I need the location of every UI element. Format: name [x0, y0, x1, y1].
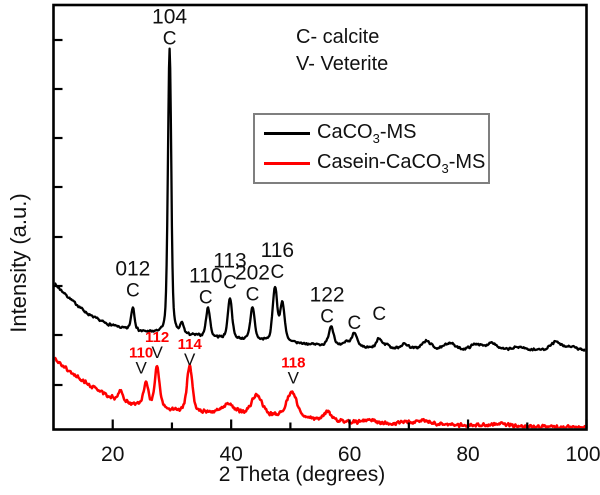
peak-symbol-114: V: [184, 350, 196, 369]
peak-index-114: 114: [178, 336, 203, 353]
peak-symbol-122: C: [320, 306, 334, 327]
x-tick-label: 20: [101, 443, 124, 466]
x-tick-label: 80: [456, 443, 479, 466]
peak-symbol-c8: C: [372, 304, 386, 325]
phase-key-vaterite: V- Veterite: [296, 53, 389, 75]
peak-symbol-116: C: [270, 262, 284, 283]
legend-label-subscript: 3: [441, 161, 449, 177]
peak-symbol-110: C: [199, 287, 213, 308]
series-curve-1: [54, 356, 586, 429]
legend-line-black: [264, 131, 310, 135]
legend-line-red: [264, 162, 310, 166]
legend-label-casein-caco3-ms: Casein-CaCO3-MS: [317, 151, 485, 176]
peak-symbol-202: C: [246, 284, 260, 305]
x-axis-title: 2 Theta (degrees): [218, 463, 386, 486]
legend-label-text: -MS: [448, 151, 486, 174]
x-tick-label: 100: [565, 443, 600, 466]
legend-item-casein-caco3-ms: Casein-CaCO3-MS: [264, 151, 488, 176]
peak-symbol-104: C: [163, 29, 177, 50]
phase-key-calcite: C- calcite: [296, 26, 380, 48]
peak-symbol-012: C: [126, 280, 140, 301]
peak-index-122: 122: [310, 283, 345, 306]
legend-label-text: Casein-CaCO: [317, 151, 442, 174]
legend-label-text: CaCO: [317, 120, 373, 143]
peak-symbol-110: V: [135, 359, 147, 378]
legend-label-text: -MS: [379, 120, 417, 143]
legend-label-subscript: 3: [372, 130, 380, 146]
peak-index-112: 112: [145, 329, 169, 346]
x-tick-label: 60: [338, 443, 361, 466]
x-tick-label: 40: [219, 443, 242, 466]
peak-symbol-112: V: [151, 343, 163, 362]
peak-index-104: 104: [152, 6, 187, 29]
y-axis-title: Intensity (a.u.): [6, 193, 31, 333]
plot-frame: [52, 3, 588, 431]
peak-symbol-118: V: [288, 369, 300, 388]
peak-index-110: 110: [189, 264, 222, 287]
peak-index-113: 113: [213, 249, 246, 272]
legend-label-caco3-ms: CaCO3-MS: [317, 121, 416, 146]
phase-key: C- calcite V- Veterite: [296, 24, 388, 78]
peak-symbol-c7: C: [347, 313, 361, 334]
peak-index-012: 012: [115, 257, 150, 280]
series-curve-0: [54, 47, 586, 352]
peak-index-118: 118: [281, 355, 305, 372]
legend-item-caco3-ms: CaCO3-MS: [264, 121, 488, 146]
peak-index-202: 202: [235, 261, 270, 284]
peak-index-110: 110: [129, 345, 153, 362]
peak-symbol-113: C: [223, 272, 237, 293]
peak-index-116: 116: [261, 239, 294, 262]
legend: CaCO3-MS Casein-CaCO3-MS: [253, 113, 490, 184]
